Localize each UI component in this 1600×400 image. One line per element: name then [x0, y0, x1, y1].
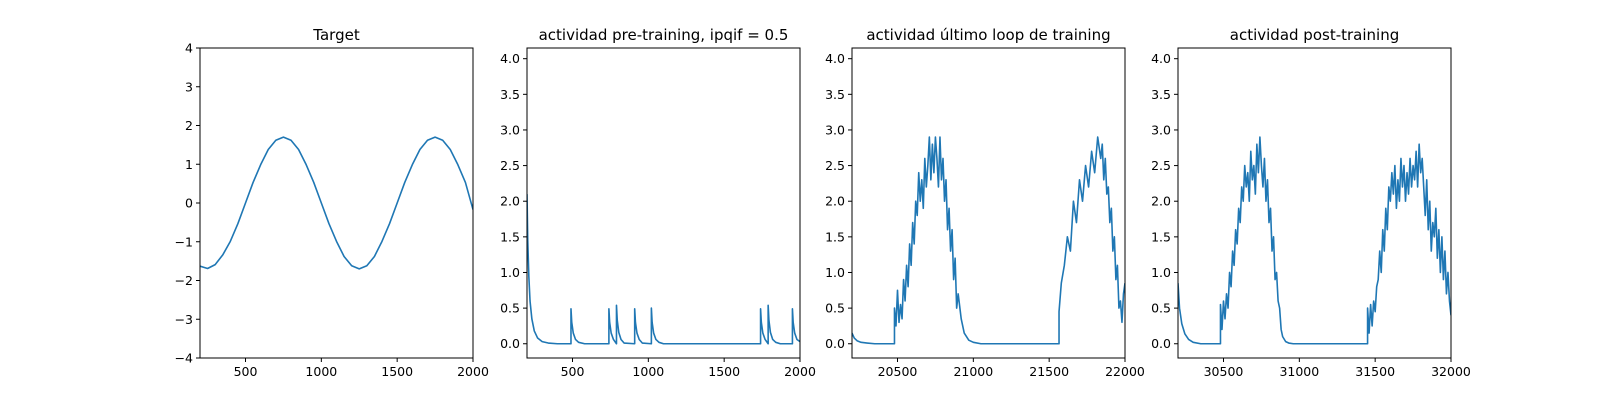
y-tick-label: 1.5 — [825, 229, 845, 244]
x-tick-label: 2000 — [784, 364, 816, 379]
x-tick-label: 1500 — [381, 364, 413, 379]
y-tick-label: 1.0 — [825, 265, 845, 280]
y-tick-label: 2 — [185, 118, 193, 133]
axes-last-training-loop: actividad último loop de training 20500 2… — [825, 26, 1145, 379]
axes-title: actividad post-training — [1230, 26, 1399, 44]
y-tick-label: 2.0 — [500, 194, 520, 209]
axes-title: actividad último loop de training — [866, 26, 1110, 44]
y-tick-label: 4 — [185, 41, 193, 56]
y-tick-label: 4.0 — [825, 51, 845, 66]
axes-frame — [526, 47, 801, 359]
y-tick-label: 2.5 — [825, 158, 845, 173]
y-tick-label: 3 — [185, 79, 193, 94]
y-tick-label: 0 — [185, 196, 193, 211]
y-tick-label: −1 — [175, 234, 193, 249]
y-tick-label: 3.5 — [1151, 87, 1171, 102]
y-tick-label: 0.5 — [500, 301, 520, 316]
x-tick-label: 21000 — [953, 364, 993, 379]
y-tick-label: 3.0 — [500, 122, 520, 137]
x-tick-label: 1500 — [708, 364, 740, 379]
x-tick-label: 22000 — [1105, 364, 1145, 379]
series-line-0 — [1178, 136, 1451, 345]
x-tick-label: 21500 — [1029, 364, 1069, 379]
x-tick-label: 31000 — [1279, 364, 1319, 379]
x-tick-label: 32000 — [1431, 364, 1471, 379]
y-tick-label: 1 — [185, 157, 193, 172]
series-line-0 — [200, 136, 473, 270]
axes-title: actividad pre-training, ipqif = 0.5 — [539, 26, 789, 44]
axes-target: Target 500 1000 1500 2000 −4 −3 −2 −1 0 1 2 3 4 — [175, 26, 489, 379]
x-tick-label: 30500 — [1204, 364, 1244, 379]
x-tick-label: 1000 — [632, 364, 664, 379]
series-line-0 — [527, 194, 800, 345]
y-tick-label: 0.5 — [1151, 301, 1171, 316]
y-tick-label: 2.0 — [825, 194, 845, 209]
y-tick-label: 1.5 — [1151, 229, 1171, 244]
y-tick-label: 3.5 — [825, 87, 845, 102]
y-tick-label: 0.0 — [500, 336, 520, 351]
axes-post-training: actividad post-training 30500 31000 31500 3… — [1151, 26, 1471, 379]
y-tick-label: 0.5 — [825, 301, 845, 316]
y-tick-label: 3.5 — [500, 87, 520, 102]
y-tick-label: 0.0 — [825, 336, 845, 351]
x-tick-label: 500 — [234, 364, 258, 379]
y-tick-label: 1.0 — [500, 265, 520, 280]
axes-frame — [1177, 47, 1452, 359]
y-tick-label: 1.5 — [500, 229, 520, 244]
y-tick-label: 4.0 — [500, 51, 520, 66]
x-tick-label: 500 — [561, 364, 585, 379]
series-line-0 — [852, 136, 1125, 345]
x-tick-label: 31500 — [1355, 364, 1395, 379]
x-tick-label: 2000 — [457, 364, 489, 379]
axes-frame — [851, 47, 1126, 359]
y-tick-label: 3.0 — [1151, 122, 1171, 137]
y-tick-label: 0.0 — [1151, 336, 1171, 351]
x-tick-label: 1000 — [305, 364, 337, 379]
y-tick-label: 2.0 — [1151, 194, 1171, 209]
axes-pre-training: actividad pre-training, ipqif = 0.5 500 1… — [500, 26, 816, 379]
y-tick-label: 1.0 — [1151, 265, 1171, 280]
y-tick-label: 2.5 — [1151, 158, 1171, 173]
y-tick-label: 4.0 — [1151, 51, 1171, 66]
axes-title: Target — [312, 26, 360, 44]
y-tick-label: −2 — [175, 273, 193, 288]
y-tick-label: −3 — [175, 312, 193, 327]
x-tick-label: 20500 — [878, 364, 918, 379]
y-tick-label: 3.0 — [825, 122, 845, 137]
y-tick-label: −4 — [175, 351, 193, 366]
y-tick-label: 2.5 — [500, 158, 520, 173]
